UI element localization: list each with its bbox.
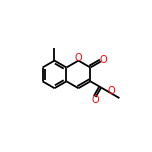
Text: O: O [107,86,115,96]
Text: O: O [75,53,82,63]
Text: O: O [99,55,107,65]
Text: O: O [92,95,99,105]
